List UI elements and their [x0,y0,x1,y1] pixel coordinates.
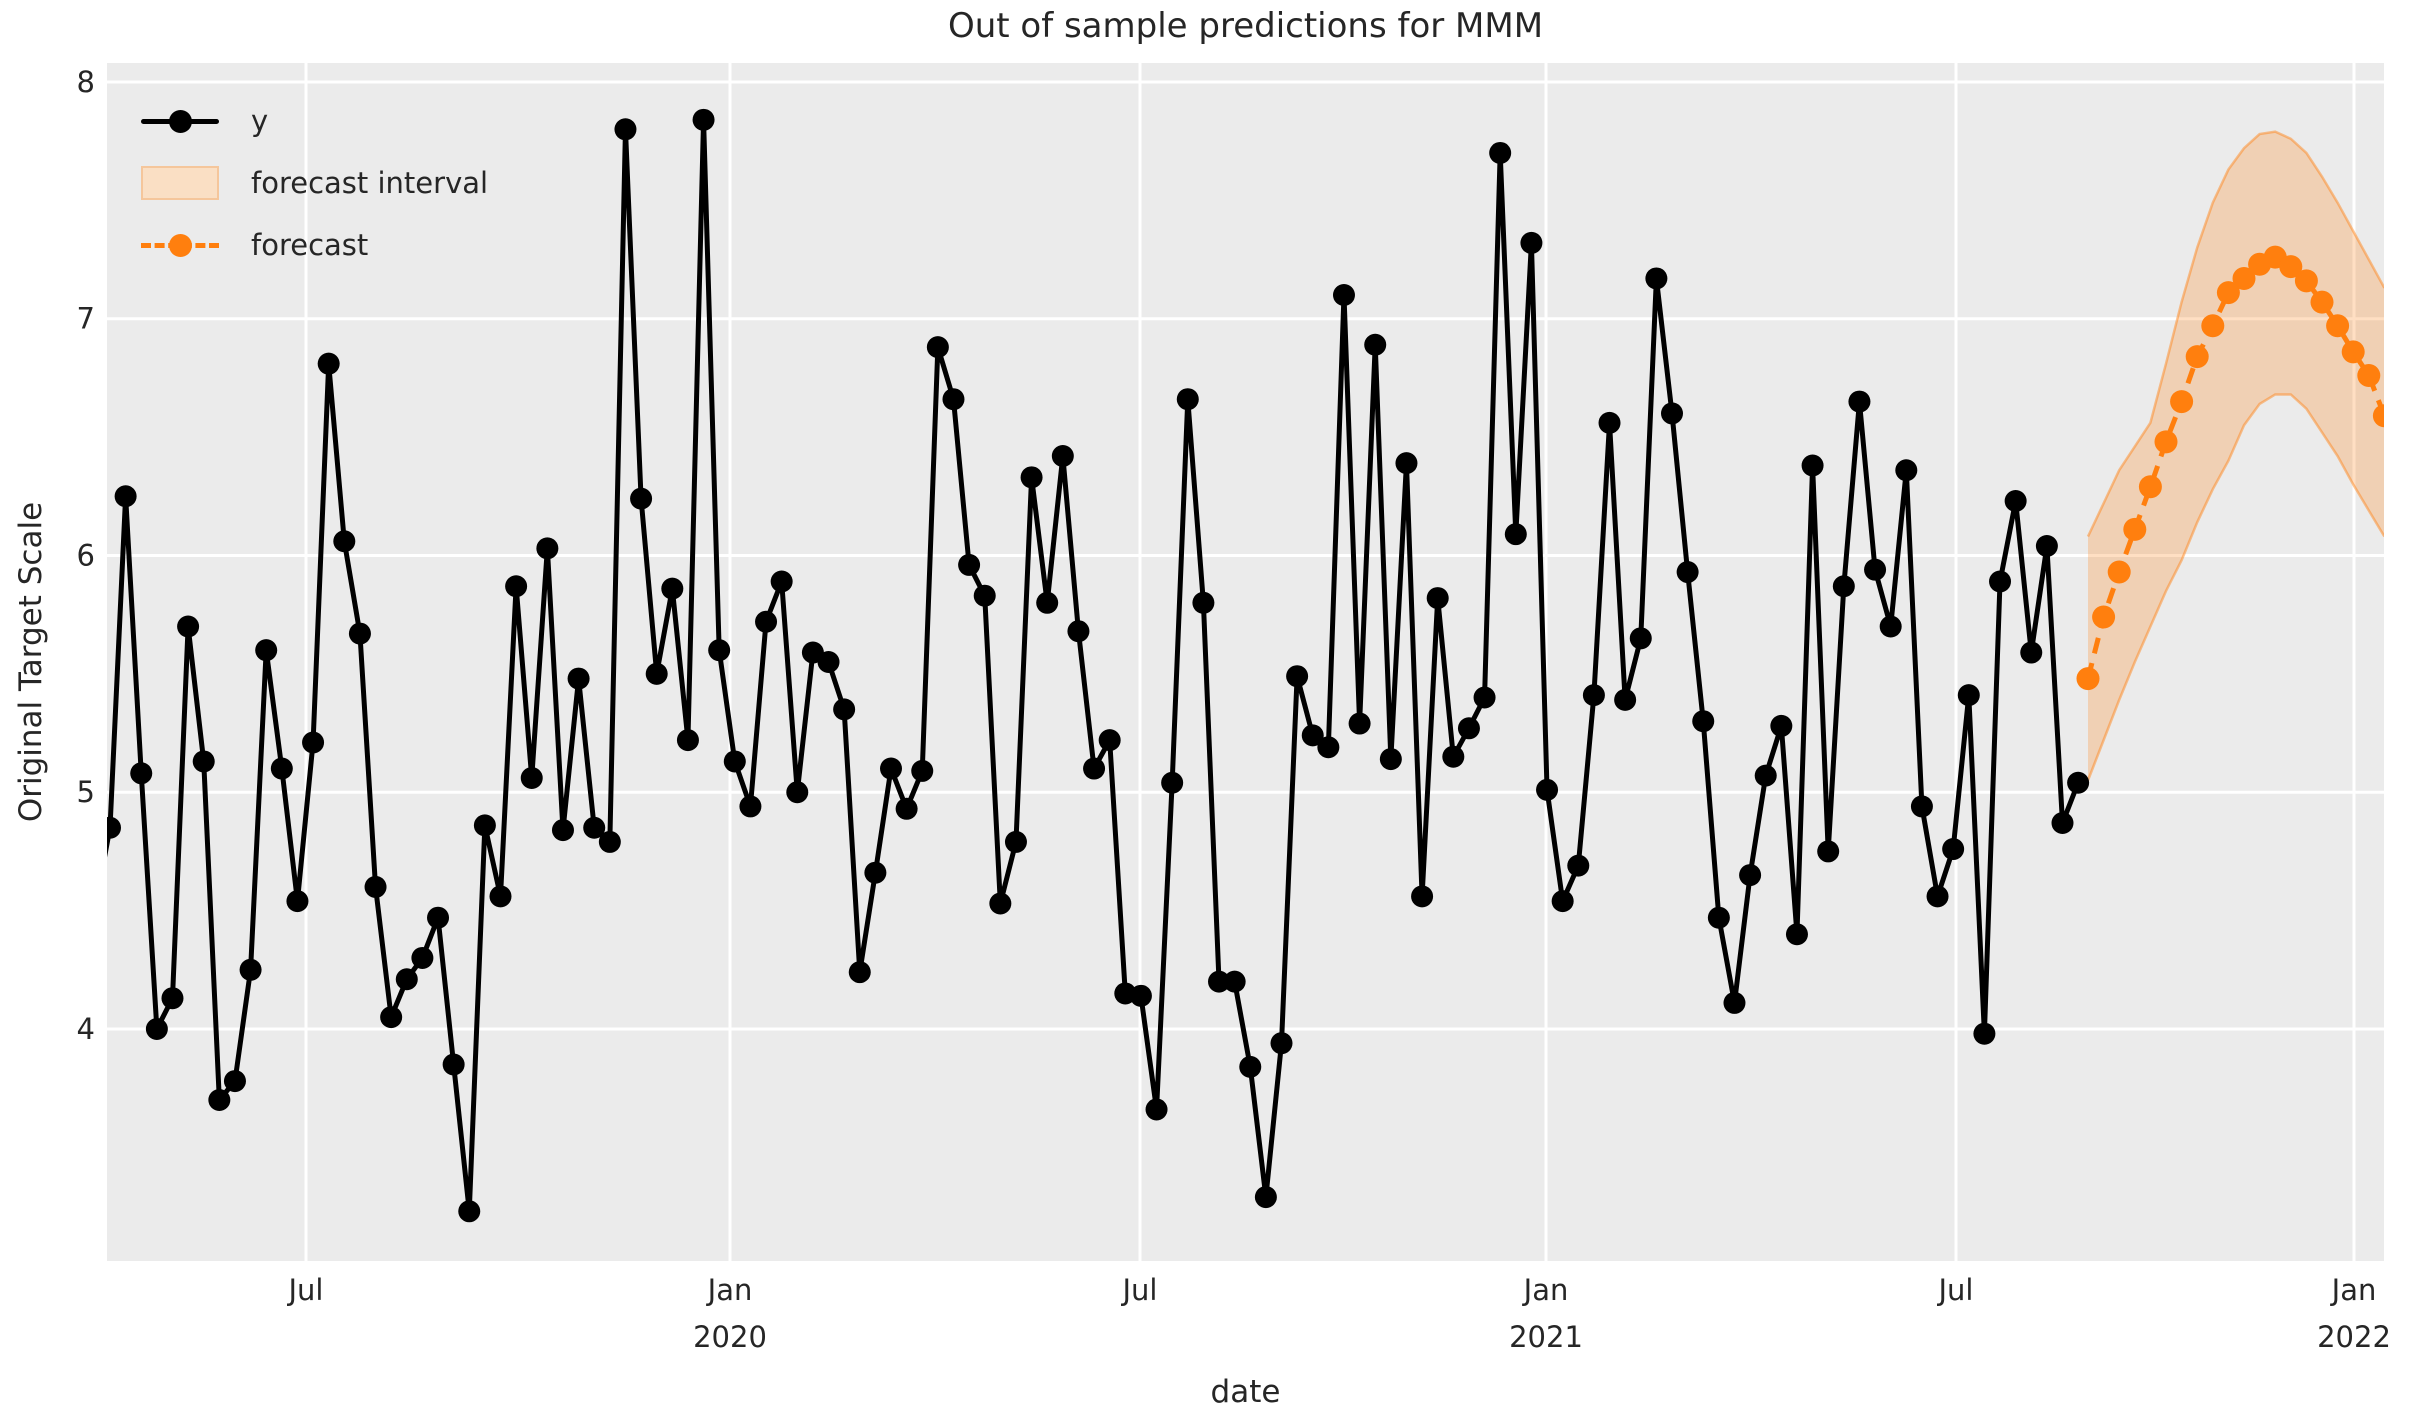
legend-label: forecast interval [251,166,489,200]
x-axis-label: date [1210,1374,1281,1410]
observed-marker-icon [169,110,192,133]
legend-entry-forecast: forecast [141,224,488,266]
y-tick-label: 4 [77,1012,95,1046]
x-tick-labels: Jul Jan 2020 Jul Jan 2021 Jul Jan 2022 [287,1273,2391,1354]
forecast-interval-band [2088,131,2384,781]
x-tick-label: Jul [1121,1273,1158,1307]
x-tick-label: Jul [1937,1273,1974,1307]
legend-label: y [251,104,269,138]
legend-entry-forecast-interval: forecast interval [141,162,488,204]
y-axis-label: Original Target Scale [13,501,49,823]
forecast-interval-swatch [141,162,219,204]
interval-upper-edge [2086,130,2384,538]
x-tick-year-label: 2020 [693,1320,767,1354]
y-tick-label: 7 [77,302,95,336]
observed-markers [107,108,2090,1223]
forecast-markers [2076,245,2384,691]
legend-entry-y: y [141,100,488,142]
chart-title: Out of sample predictions for MMM [947,6,1544,46]
x-tick-label: Jan [1522,1273,1569,1307]
interval-lower-edge [2086,393,2384,781]
gridlines [107,63,2384,1261]
interval-patch-icon [141,166,219,200]
y-tick-labels: 4 5 6 7 8 [77,65,95,1046]
x-tick-year-label: 2022 [2317,1320,2391,1354]
x-tick-label: Jan [706,1273,753,1307]
y-tick-label: 5 [77,775,95,809]
legend: y forecast interval forecast [141,100,488,286]
y-tick-label: 6 [77,538,95,572]
legend-label: forecast [251,228,369,262]
x-tick-year-label: 2021 [1509,1320,1583,1354]
x-tick-label: Jul [287,1273,324,1307]
y-tick-label: 8 [77,65,95,99]
forecast-line-swatch [141,224,219,266]
x-tick-label: Jan [2330,1273,2377,1307]
forecast-marker-icon [169,234,192,257]
observed-line-swatch [141,100,219,142]
